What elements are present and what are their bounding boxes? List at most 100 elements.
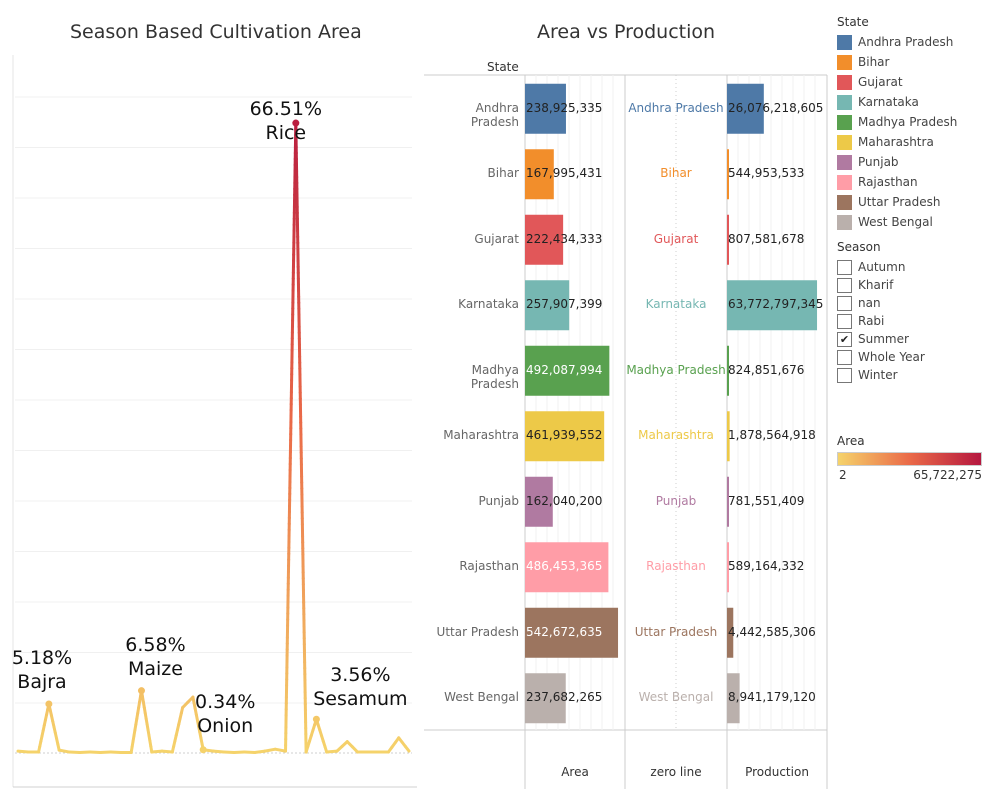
- season-checkbox[interactable]: ✔: [837, 331, 852, 347]
- state-legend-item[interactable]: Gujarat: [837, 72, 997, 92]
- column-header-production: Production: [745, 765, 809, 779]
- area-bar[interactable]: [525, 280, 570, 331]
- season-label: Summer: [858, 332, 909, 346]
- area-value-label: 257,907,399: [526, 297, 603, 312]
- line-point-rice[interactable]: [292, 119, 300, 127]
- production-value-label: 824,851,676: [728, 362, 805, 377]
- production-bar[interactable]: [727, 280, 818, 331]
- area-bar[interactable]: [525, 607, 619, 658]
- state-legend-item[interactable]: Bihar: [837, 52, 997, 72]
- state-legend-item[interactable]: Andhra Pradesh: [837, 32, 997, 52]
- state-legend-item[interactable]: Maharashtra: [837, 132, 997, 152]
- area-value-label: 492,087,994: [526, 362, 603, 377]
- line-point-maize[interactable]: [137, 687, 145, 695]
- production-bar[interactable]: [727, 83, 764, 134]
- state-legend-item[interactable]: Karnataka: [837, 92, 997, 112]
- season-line-chart: [12, 55, 417, 788]
- area-legend-min: 2: [839, 468, 847, 482]
- state-legend-label: Bihar: [858, 55, 890, 69]
- season-option[interactable]: Kharif: [837, 276, 997, 294]
- season-option[interactable]: Rabi: [837, 312, 997, 330]
- area-bar[interactable]: [525, 83, 566, 134]
- state-legend-item[interactable]: Rajasthan: [837, 172, 997, 192]
- state-label: Madhya Pradesh: [470, 362, 519, 391]
- season-option[interactable]: ✔ Summer: [837, 330, 997, 348]
- zero-line-state-label: Gujarat: [653, 231, 699, 246]
- line-segment: [273, 747, 288, 753]
- season-label: Autumn: [858, 260, 906, 274]
- annotation-label: Sesamum: [313, 688, 408, 711]
- annotation-percent: 6.58%: [125, 633, 186, 656]
- season-option[interactable]: Whole Year: [837, 348, 997, 366]
- line-point-sesamum[interactable]: [312, 715, 320, 723]
- annotation-bajra: 5.18% Bajra: [0, 646, 102, 694]
- state-legend-item[interactable]: Madhya Pradesh: [837, 112, 997, 132]
- production-bar[interactable]: [727, 542, 729, 593]
- production-value-label: 781,551,409: [728, 493, 805, 508]
- state-swatch: [837, 154, 852, 170]
- production-value-label: 1,878,564,918: [728, 428, 816, 443]
- state-label: Karnataka: [458, 297, 519, 312]
- state-legend-item[interactable]: Uttar Pradesh: [837, 192, 997, 212]
- state-legend-label: Andhra Pradesh: [858, 35, 954, 49]
- season-option[interactable]: Winter: [837, 366, 997, 384]
- state-label: Bihar: [487, 166, 519, 181]
- production-value-label: 589,164,332: [728, 559, 805, 574]
- state-swatch: [837, 94, 852, 110]
- area-bar[interactable]: [525, 476, 553, 527]
- state-swatch: [837, 74, 852, 90]
- state-label: Punjab: [478, 493, 519, 508]
- production-bar[interactable]: [727, 673, 740, 724]
- state-legend-item[interactable]: West Bengal: [837, 212, 997, 232]
- season-option[interactable]: Autumn: [837, 258, 997, 276]
- annotation-label: Maize: [127, 657, 183, 680]
- production-bar[interactable]: [727, 214, 729, 265]
- season-checkbox[interactable]: [837, 313, 852, 329]
- area-color-gradient: [837, 452, 982, 466]
- annotation-label: Bajra: [17, 670, 67, 693]
- production-bar[interactable]: [727, 607, 734, 658]
- area-bar[interactable]: [525, 214, 564, 265]
- production-bar[interactable]: [727, 149, 729, 200]
- column-header-zero-line: zero line: [650, 765, 702, 779]
- area-production-chart: [424, 74, 828, 789]
- zero-line-state-label: Punjab: [655, 493, 697, 508]
- area-value-label: 237,682,265: [526, 690, 603, 705]
- state-legend-label: West Bengal: [858, 215, 933, 229]
- annotation-sesamum: 3.56% Sesamum: [300, 663, 420, 711]
- season-legend-title: Season: [837, 240, 881, 254]
- state-swatch: [837, 54, 852, 70]
- state-swatch: [837, 194, 852, 210]
- zero-line-state-label: Maharashtra: [638, 428, 714, 443]
- annotation-label: Rice: [265, 122, 307, 145]
- season-checkbox[interactable]: [837, 277, 852, 293]
- area-bar[interactable]: [525, 542, 609, 593]
- area-value-label: 461,939,552: [526, 428, 603, 443]
- line-segment: [263, 747, 277, 753]
- state-legend-label: Rajasthan: [858, 175, 918, 189]
- area-bar[interactable]: [525, 345, 610, 396]
- season-checkbox[interactable]: [837, 295, 852, 311]
- season-checkbox[interactable]: [837, 367, 852, 383]
- area-bar[interactable]: [525, 149, 554, 200]
- season-checkbox[interactable]: [837, 259, 852, 275]
- state-label: West Bengal: [444, 690, 519, 705]
- season-label: Rabi: [858, 314, 885, 328]
- area-bar[interactable]: [525, 673, 566, 724]
- zero-line-state-label: Bihar: [660, 166, 692, 181]
- zero-line-state-label: Madhya Pradesh: [626, 362, 726, 377]
- line-point-bajra[interactable]: [45, 700, 53, 708]
- legend-panel: State Andhra Pradesh Bihar Gujarat Karnatak…: [837, 15, 997, 484]
- state-legend-label: Maharashtra: [858, 135, 934, 149]
- state-legend-item[interactable]: Punjab: [837, 152, 997, 172]
- production-bar[interactable]: [727, 476, 729, 527]
- production-bar[interactable]: [727, 411, 730, 462]
- state-swatch: [837, 174, 852, 190]
- season-label: Winter: [858, 368, 898, 382]
- line-point-onion[interactable]: [199, 746, 207, 754]
- production-bar[interactable]: [727, 345, 729, 396]
- area-bar[interactable]: [525, 411, 605, 462]
- season-option[interactable]: nan: [837, 294, 997, 312]
- state-swatch: [837, 134, 852, 150]
- season-checkbox[interactable]: [837, 349, 852, 365]
